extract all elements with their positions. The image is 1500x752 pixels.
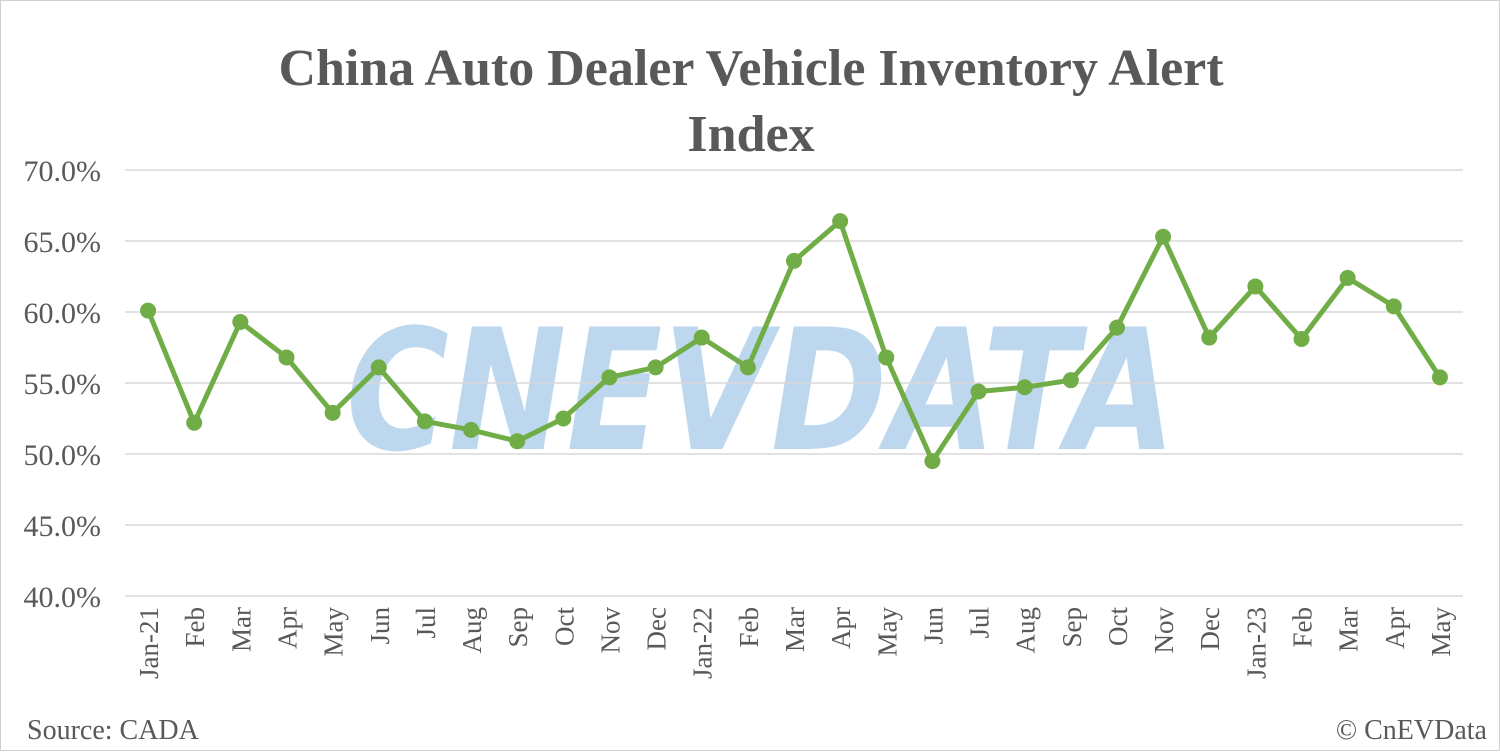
data-point xyxy=(1062,372,1079,389)
data-point xyxy=(370,359,387,376)
copyright-note: © CnEVData xyxy=(1336,715,1488,746)
data-point xyxy=(647,359,664,376)
x-tick-label: Jun xyxy=(918,607,948,645)
x-tick-label: Mar xyxy=(780,607,810,652)
x-tick-label: Aug xyxy=(457,607,487,654)
x-tick-label: Apr xyxy=(826,607,856,649)
y-tick-label: 65.0% xyxy=(24,226,102,259)
data-point xyxy=(232,313,249,330)
x-tick-label: Aug xyxy=(1011,607,1041,654)
x-tick-label: May xyxy=(319,607,349,657)
data-point xyxy=(693,329,710,346)
x-tick-label: Dec xyxy=(642,607,672,650)
chart-title-line-2: Index xyxy=(687,106,814,163)
y-tick-label: 55.0% xyxy=(24,368,102,401)
x-tick-label: Nov xyxy=(1149,607,1179,654)
data-point xyxy=(924,453,941,470)
x-tick-label: Jan-22 xyxy=(688,607,718,679)
watermark-logo: CNEVDATA xyxy=(346,293,1176,489)
data-point xyxy=(1016,379,1033,396)
x-tick-label: Apr xyxy=(272,607,302,649)
x-tick-label: Feb xyxy=(734,607,764,648)
y-tick-label: 50.0% xyxy=(24,439,102,472)
data-point xyxy=(509,433,526,450)
x-tick-label: Sep xyxy=(503,607,533,648)
x-tick-label: Nov xyxy=(595,607,625,654)
data-point xyxy=(1431,369,1448,386)
data-point xyxy=(1108,319,1125,336)
data-point xyxy=(739,359,756,376)
x-tick-label: Jan-21 xyxy=(134,607,164,679)
x-tick-label: Apr xyxy=(1380,607,1410,649)
x-tick-label: Mar xyxy=(226,607,256,652)
data-point xyxy=(463,421,480,438)
data-point xyxy=(1339,269,1356,286)
x-tick-label: Oct xyxy=(549,607,579,646)
x-tick-label: Sep xyxy=(1057,607,1087,648)
x-tick-label: May xyxy=(872,607,902,657)
chart-title-line-1: China Auto Dealer Vehicle Inventory Aler… xyxy=(278,40,1224,97)
data-point xyxy=(1247,278,1264,295)
x-tick-label: May xyxy=(1426,607,1456,657)
x-tick-label: Jan-23 xyxy=(1241,607,1271,679)
x-tick-label: Jul xyxy=(411,607,441,639)
data-point xyxy=(324,404,341,421)
x-tick-label: Jun xyxy=(365,607,395,645)
data-point xyxy=(555,410,572,427)
data-point xyxy=(1385,298,1402,315)
data-point xyxy=(1155,228,1172,245)
x-tick-label: Dec xyxy=(1195,607,1225,650)
data-point xyxy=(1201,329,1218,346)
x-tick-label: Feb xyxy=(180,607,210,648)
gridlines xyxy=(125,169,1463,597)
data-point xyxy=(970,383,987,400)
y-tick-label: 45.0% xyxy=(24,510,102,543)
data-point xyxy=(140,302,157,319)
data-point xyxy=(786,252,802,269)
data-point xyxy=(878,349,895,366)
x-tick-label: Jul xyxy=(965,607,995,639)
data-series xyxy=(140,213,1448,470)
data-point xyxy=(1293,330,1310,347)
data-point xyxy=(416,413,433,430)
y-tick-label: 70.0% xyxy=(24,155,102,188)
x-axis-tick-labels: Jan-21 Feb Mar Apr May Jun Jul Aug Sep Oct Nov Dec J… xyxy=(134,607,1456,679)
x-tick-label: Feb xyxy=(1288,607,1318,648)
data-point xyxy=(186,414,203,431)
x-tick-label: Oct xyxy=(1103,607,1133,646)
data-point xyxy=(832,213,849,230)
x-tick-label: Mar xyxy=(1334,607,1364,652)
y-tick-label: 60.0% xyxy=(24,297,102,330)
y-axis-tick-labels: 40.0% 45.0% 50.0% 55.0% 60.0% 65.0% 70.0% xyxy=(24,155,102,614)
data-point xyxy=(278,349,295,366)
data-point xyxy=(601,369,618,386)
source-note: Source: CADA xyxy=(27,715,200,746)
y-tick-label: 40.0% xyxy=(24,581,102,614)
